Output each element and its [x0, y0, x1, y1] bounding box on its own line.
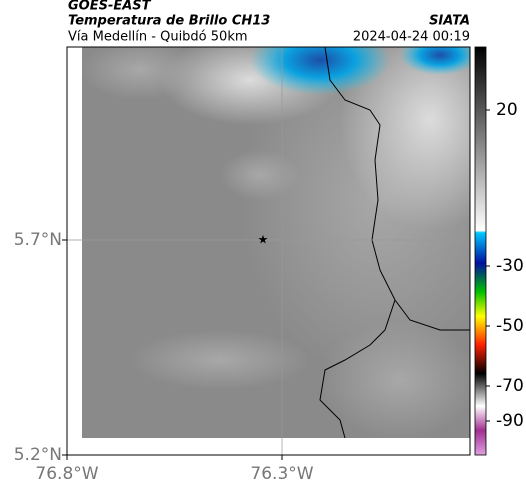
satellite: GOES-EAST	[68, 0, 152, 14]
colorbar-label: -30	[496, 256, 524, 276]
colorbar-label: 20	[496, 100, 518, 120]
colorbar-label: -90	[496, 411, 524, 431]
lon-label: 76.3°W	[250, 464, 313, 484]
source: SIATA	[429, 14, 470, 29]
colorbar	[474, 46, 487, 456]
datetime: 2024-04-24 00:19	[353, 30, 470, 45]
lon-label: 76.8°W	[35, 464, 98, 484]
product: Temperatura de Brillo CH13	[68, 14, 270, 29]
colorbar-label: -70	[496, 376, 524, 396]
region: Vía Medellín - Quibdó 50km	[68, 30, 248, 45]
satellite-image	[82, 47, 470, 438]
colorbar-label: -50	[496, 316, 524, 336]
lat-label: 5.7°N	[14, 230, 62, 250]
location-marker: ★	[258, 233, 269, 247]
lat-label: 5.2°N	[14, 445, 62, 465]
map-frame	[66, 46, 471, 456]
